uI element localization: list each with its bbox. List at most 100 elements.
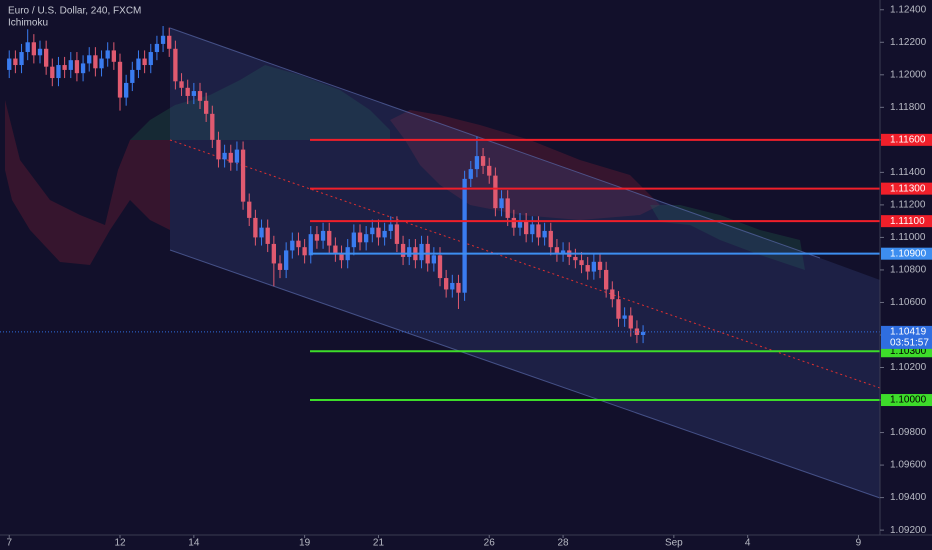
- candle-body: [474, 156, 480, 170]
- candle-body: [579, 260, 584, 266]
- cloud-bullish: [130, 65, 390, 140]
- candle-body: [210, 113, 215, 140]
- candle-body: [247, 201, 252, 218]
- y-tick-label: 1.12200: [890, 37, 927, 48]
- candle-body: [450, 282, 455, 290]
- candle-body: [493, 175, 498, 209]
- candle-body: [240, 149, 246, 202]
- overlay: [0, 138, 880, 402]
- candle-body: [462, 178, 467, 293]
- candles: [7, 26, 646, 344]
- candle-body: [351, 232, 356, 248]
- x-tick-label: 14: [188, 538, 200, 549]
- candle-body: [517, 221, 523, 228]
- candle-body: [44, 48, 49, 67]
- candle-body: [148, 52, 153, 66]
- candle-body: [499, 198, 504, 209]
- y-tick-label: 1.12000: [890, 69, 927, 80]
- y-tick-label: 1.12400: [890, 4, 927, 15]
- candle-body: [37, 48, 43, 56]
- candle-body: [167, 35, 172, 49]
- y-tick-label: 1.09600: [890, 460, 927, 471]
- candle-body: [628, 315, 633, 329]
- candle-body: [407, 247, 412, 257]
- candle-body: [548, 230, 553, 248]
- candle-body: [99, 58, 104, 69]
- price-axis: [880, 0, 932, 550]
- candle-body: [327, 230, 332, 246]
- candle-body: [456, 282, 461, 293]
- candle-body: [197, 91, 203, 101]
- candle-body: [62, 65, 67, 70]
- level-label-bg: [881, 394, 932, 407]
- candle-body: [320, 230, 326, 241]
- candle-body: [480, 156, 486, 166]
- candle-body: [542, 230, 547, 238]
- candle-body: [253, 217, 258, 238]
- candle-body: [468, 169, 473, 179]
- candle-body: [290, 240, 295, 251]
- candle-body: [622, 315, 627, 319]
- candle-body: [524, 221, 529, 235]
- regression-channel: [170, 28, 880, 498]
- candle-body: [296, 240, 301, 248]
- candle-body: [111, 50, 116, 62]
- candle-body: [302, 247, 307, 256]
- x-tick-label: 19: [299, 538, 311, 549]
- candle-body: [364, 234, 369, 243]
- x-tick-label: Sep: [665, 538, 683, 549]
- candle-body: [308, 234, 313, 256]
- candle-body: [173, 48, 178, 82]
- candle-body: [437, 255, 443, 279]
- x-tick-label: 4: [745, 538, 751, 549]
- candle-body: [154, 43, 160, 53]
- countdown: 03:51:57: [890, 338, 929, 349]
- candle-body: [382, 230, 387, 238]
- candle-body: [136, 58, 141, 70]
- candle-body: [284, 250, 289, 270]
- candle-body: [265, 227, 270, 244]
- candle-body: [400, 243, 406, 257]
- level-label-bg: [881, 215, 932, 228]
- candle-body: [50, 66, 55, 79]
- candle-body: [93, 55, 98, 69]
- last-price-bg: [881, 325, 932, 349]
- candle-body: [160, 35, 166, 44]
- candle-body: [234, 149, 240, 163]
- cloud-bearish: [5, 100, 170, 265]
- candle-body: [25, 42, 30, 53]
- y-tick-label: 1.11200: [890, 200, 926, 211]
- y-tick-label: 1.11800: [890, 102, 926, 113]
- y-tick-label: 1.10200: [890, 362, 927, 373]
- level-label: 1.10000: [890, 395, 927, 406]
- candle-body: [487, 165, 492, 176]
- level-label: 1.11300: [890, 183, 926, 194]
- candle-body: [80, 63, 86, 74]
- candle-body: [142, 58, 147, 66]
- candle-body: [130, 69, 135, 83]
- cloud-bearish: [390, 110, 660, 220]
- y-tick-label: 1.11400: [890, 167, 926, 178]
- level-label: 1.10900: [890, 248, 927, 259]
- candle-body: [339, 253, 344, 261]
- level-label: 1.11600: [890, 134, 926, 145]
- y-tick-label: 1.10600: [890, 297, 927, 308]
- candle-body: [554, 247, 560, 254]
- last-price-label: 1.10419: [890, 327, 927, 338]
- candle-body: [357, 232, 363, 243]
- x-tick-label: 12: [114, 538, 126, 549]
- candle-body: [394, 224, 400, 244]
- candle-body: [610, 289, 615, 300]
- candle-body: [68, 60, 73, 70]
- candle-body: [7, 58, 12, 70]
- y-tick-label: 1.09200: [890, 525, 927, 536]
- candle-body: [530, 224, 535, 235]
- candle-body: [271, 243, 276, 264]
- candle-body: [31, 42, 36, 56]
- y-tick-label: 1.10800: [890, 265, 927, 276]
- candle-body: [388, 224, 393, 231]
- candle-body: [560, 250, 566, 254]
- candle-body: [370, 227, 375, 235]
- x-tick-label: 28: [558, 538, 570, 549]
- candle-body: [191, 91, 196, 96]
